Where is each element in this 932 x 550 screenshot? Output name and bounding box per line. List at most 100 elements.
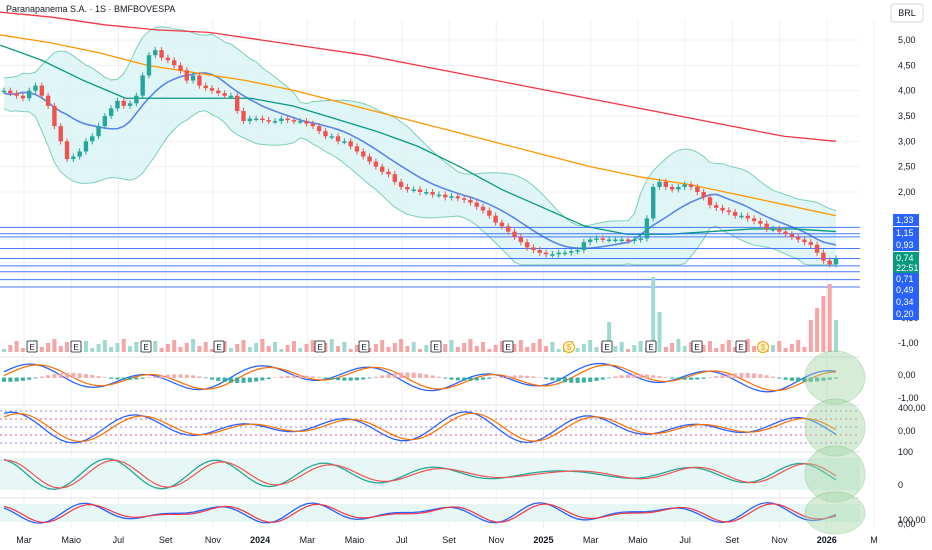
earnings-marker-box: [213, 340, 225, 353]
candle-body: [524, 242, 530, 248]
candle-body: [58, 126, 63, 142]
indicator-signal-line: [3, 503, 837, 524]
candle-body: [310, 123, 316, 127]
volume-bar: [707, 341, 712, 352]
volume-bar: [474, 346, 479, 352]
candle-body: [443, 194, 448, 198]
candle-body: [323, 131, 328, 137]
candle-body: [550, 254, 555, 256]
time-tick-label: 2024: [250, 535, 270, 545]
candle-body: [272, 121, 278, 123]
histogram-bar: [619, 375, 624, 378]
volume-bar: [481, 342, 486, 352]
candle-body: [285, 118, 290, 121]
histogram-bar: [291, 375, 296, 378]
histogram-bar: [689, 377, 694, 380]
volume-bar: [285, 345, 290, 352]
histogram-bar: [663, 377, 668, 378]
candle-body: [594, 238, 599, 240]
histogram-bar: [569, 377, 574, 383]
candle-body: [127, 103, 133, 106]
candle-body: [140, 75, 145, 96]
candle-body: [171, 60, 177, 66]
time-tick-label: Jul: [396, 535, 408, 545]
histogram-bar: [178, 374, 183, 378]
candle-body: [531, 247, 536, 251]
volume-bar: [411, 342, 416, 352]
candles: [1, 47, 839, 268]
indicator-signal-line: [3, 412, 837, 443]
histogram-bar: [481, 377, 486, 380]
candle-body: [581, 242, 587, 251]
histogram-bar: [752, 373, 757, 378]
volume-bar: [266, 346, 271, 352]
candle-body: [1, 90, 7, 93]
candle-body: [159, 50, 164, 58]
time-tick-label: 2026: [817, 535, 837, 545]
histogram-bar: [562, 377, 567, 383]
volume-bar: [348, 349, 353, 352]
histogram-bar: [336, 377, 341, 381]
candle-body: [342, 141, 347, 143]
price-axis[interactable]: 5,00 4,50 4,00 3,50 3,00 2,50 2,00: [898, 35, 916, 197]
histogram-bar: [764, 375, 769, 378]
price-badge-label: 0,34: [896, 297, 914, 307]
volume-bar: [2, 349, 6, 352]
time-axis[interactable]: Mar Maio Jul Set Nov 2024 Mar Maio Jul Set Nov 2025…: [16, 535, 878, 545]
histogram-bar: [52, 374, 57, 378]
time-tick-label: Set: [726, 535, 740, 545]
histogram-bar: [588, 377, 593, 382]
volume-bar: [298, 348, 303, 352]
candle-body: [379, 166, 385, 172]
price-badge-label: 22:51: [896, 263, 919, 273]
volume-bar: [670, 343, 675, 352]
histogram-bar: [266, 377, 271, 380]
candle-body: [455, 196, 461, 199]
candle-body: [493, 215, 498, 223]
symbol-title: Paranapanema S.A. · 1S · BMFBOVESPA: [6, 4, 175, 14]
candle-body: [707, 197, 713, 206]
price-tick-label: 4,50: [898, 60, 916, 70]
moving-average-line: [0, 34, 837, 217]
candle-body: [506, 226, 511, 232]
candle-body: [474, 202, 479, 207]
currency-button[interactable]: BRL: [890, 3, 924, 23]
candle-body: [487, 210, 492, 216]
earnings-marker: E: [216, 343, 221, 352]
volume-bar: [329, 339, 334, 352]
histogram-bar: [285, 375, 290, 378]
histogram-bar: [443, 377, 448, 379]
candle-body: [348, 141, 353, 147]
candle-body: [833, 258, 839, 265]
highlight-ellipse: [804, 491, 866, 535]
time-tick-label: Set: [442, 535, 456, 545]
volume-bar: [399, 339, 404, 352]
time-tick-label: M: [870, 535, 878, 545]
histogram-bar: [96, 376, 101, 378]
time-tick-label: Maio: [61, 535, 81, 545]
volume-bar: [443, 344, 448, 352]
volume-bar: [726, 340, 731, 352]
candle-body: [575, 250, 580, 252]
candle-body: [543, 252, 549, 255]
volume-bar: [487, 349, 492, 352]
histogram-bar: [777, 377, 782, 379]
candle-body: [613, 239, 618, 241]
price-tick-label: 3,00: [898, 136, 916, 146]
histogram-bar: [556, 377, 561, 382]
volume-bar: [222, 341, 227, 352]
histogram-bar: [770, 376, 775, 378]
histogram-bar: [279, 376, 284, 378]
price-badge: [893, 296, 919, 308]
histogram-bar: [789, 377, 794, 381]
candle-body: [827, 260, 832, 265]
indicator-axis-label: 400,00: [898, 403, 926, 413]
volume-bar: [733, 347, 738, 352]
volume-bar: [20, 348, 25, 352]
candle-body: [449, 196, 454, 198]
volume-bar: [405, 346, 410, 352]
panel-band: [0, 458, 860, 490]
volume-bar: [134, 342, 139, 352]
